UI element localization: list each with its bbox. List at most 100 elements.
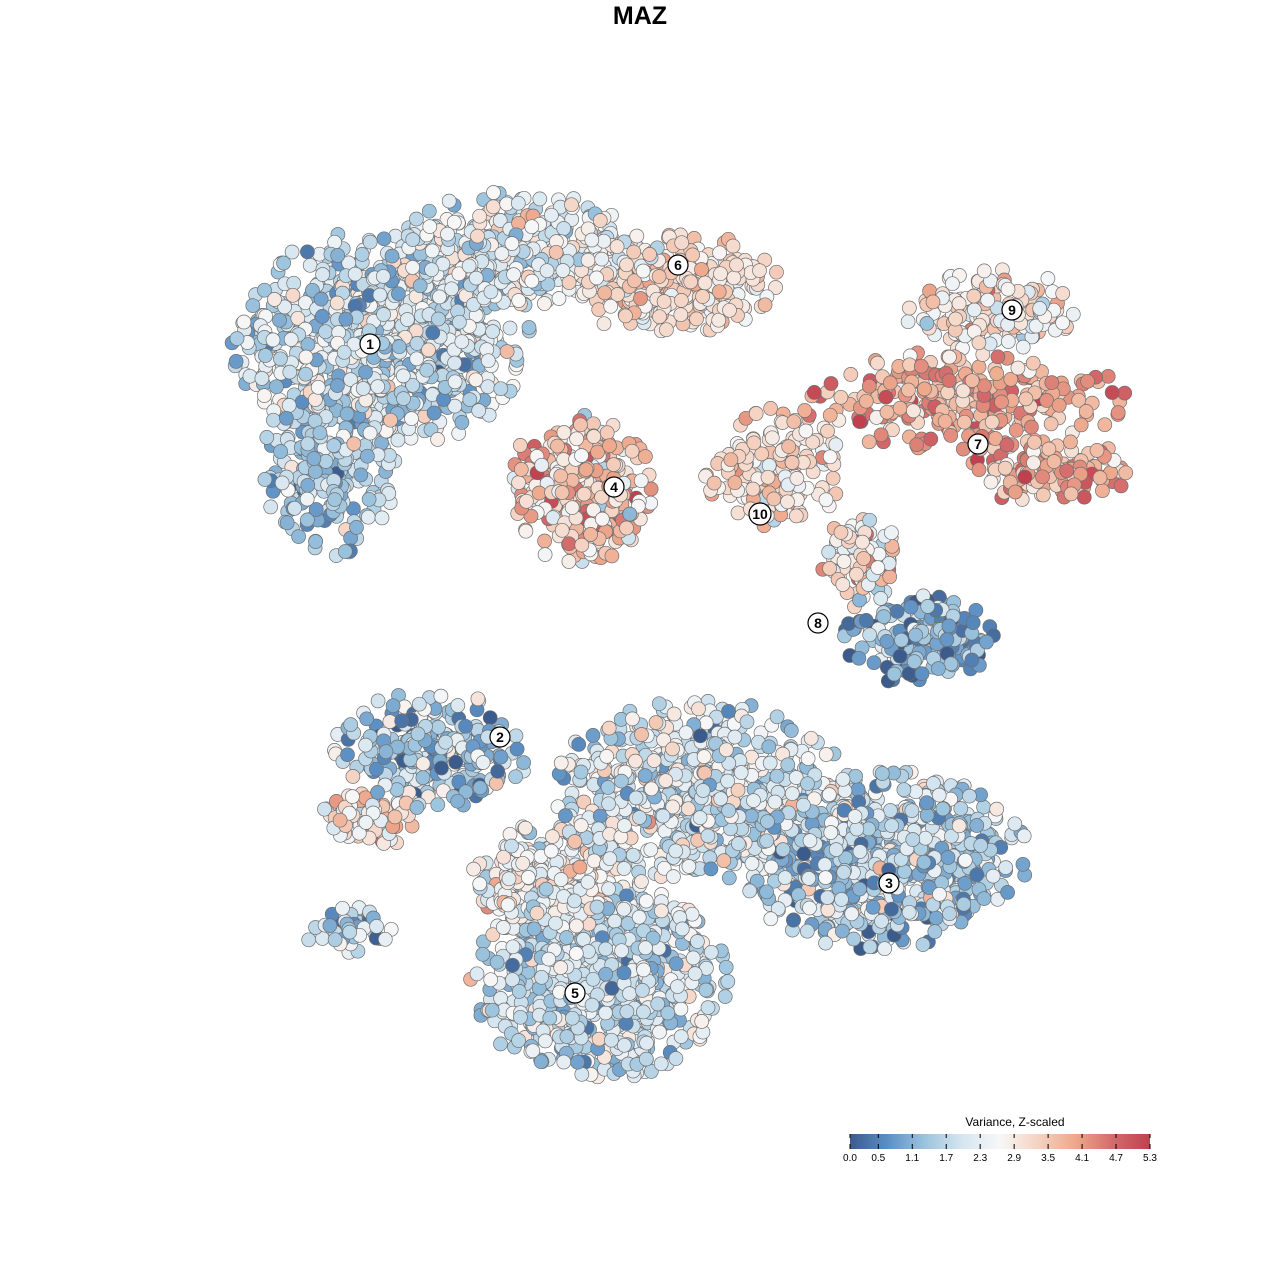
data-point bbox=[806, 385, 822, 400]
data-point bbox=[300, 244, 315, 260]
data-point bbox=[913, 358, 929, 374]
data-point bbox=[780, 494, 795, 510]
data-point bbox=[308, 534, 323, 549]
points-layer bbox=[224, 185, 1134, 1085]
data-point bbox=[651, 696, 667, 712]
data-point bbox=[976, 263, 992, 279]
data-point bbox=[513, 1009, 528, 1025]
data-point bbox=[571, 737, 587, 752]
data-point bbox=[558, 808, 573, 823]
data-point bbox=[1025, 355, 1041, 371]
data-point bbox=[551, 291, 567, 306]
data-point bbox=[1035, 487, 1051, 503]
data-point bbox=[834, 923, 850, 939]
data-point bbox=[799, 923, 815, 939]
data-point bbox=[462, 392, 478, 407]
data-point bbox=[495, 920, 511, 935]
data-point bbox=[516, 755, 531, 770]
data-point bbox=[767, 794, 783, 810]
data-point bbox=[607, 913, 623, 929]
data-point bbox=[291, 529, 306, 544]
data-point bbox=[1024, 419, 1039, 435]
data-point bbox=[508, 728, 524, 744]
data-point bbox=[521, 320, 537, 335]
data-point bbox=[1041, 441, 1057, 457]
data-point bbox=[652, 1024, 667, 1040]
data-point bbox=[730, 505, 746, 521]
data-point bbox=[1008, 422, 1024, 438]
data-point bbox=[556, 1054, 572, 1070]
data-point bbox=[1000, 885, 1015, 900]
data-point bbox=[390, 432, 406, 448]
data-point bbox=[820, 902, 836, 918]
data-point bbox=[573, 417, 588, 433]
data-point bbox=[706, 475, 722, 491]
data-point bbox=[1065, 306, 1081, 322]
data-point bbox=[684, 906, 700, 922]
data-point bbox=[624, 443, 640, 459]
data-point bbox=[748, 406, 764, 421]
data-point bbox=[964, 652, 980, 668]
data-point bbox=[843, 367, 859, 382]
data-point bbox=[818, 747, 834, 762]
data-point bbox=[673, 1001, 689, 1017]
data-point bbox=[424, 243, 440, 259]
data-point bbox=[994, 394, 1009, 410]
data-point bbox=[1055, 315, 1070, 331]
data-point bbox=[927, 924, 943, 940]
data-point bbox=[962, 788, 977, 804]
data-point bbox=[596, 316, 612, 332]
data-point bbox=[851, 650, 867, 666]
data-point bbox=[431, 719, 446, 735]
data-point bbox=[971, 462, 987, 478]
data-point bbox=[269, 379, 284, 395]
data-point bbox=[823, 376, 839, 391]
data-point bbox=[276, 255, 291, 271]
data-point bbox=[1073, 417, 1089, 433]
data-point bbox=[512, 438, 528, 453]
data-point bbox=[599, 425, 615, 441]
data-point bbox=[1007, 816, 1023, 832]
data-point bbox=[561, 554, 577, 569]
data-point bbox=[900, 314, 916, 330]
data-point bbox=[720, 974, 736, 989]
data-point bbox=[703, 944, 719, 960]
data-point bbox=[493, 1036, 508, 1052]
data-point bbox=[915, 937, 931, 952]
data-point bbox=[482, 710, 498, 726]
data-point bbox=[458, 718, 473, 734]
data-point bbox=[537, 296, 552, 311]
data-point bbox=[531, 485, 547, 501]
data-point bbox=[969, 818, 985, 833]
data-point bbox=[634, 874, 649, 889]
data-point bbox=[822, 407, 838, 423]
data-point bbox=[903, 599, 919, 615]
data-point bbox=[763, 401, 778, 416]
data-point bbox=[850, 782, 866, 797]
data-point bbox=[990, 349, 1006, 365]
data-point bbox=[447, 355, 462, 371]
data-point bbox=[592, 213, 608, 228]
data-point bbox=[415, 770, 431, 786]
data-point bbox=[450, 698, 466, 713]
data-point bbox=[712, 245, 727, 261]
data-point bbox=[966, 302, 982, 318]
data-point bbox=[345, 769, 361, 784]
data-point bbox=[585, 728, 601, 743]
data-point bbox=[370, 693, 386, 709]
data-point bbox=[629, 228, 645, 244]
data-point bbox=[433, 688, 449, 704]
data-point bbox=[508, 769, 523, 785]
data-point bbox=[475, 946, 491, 962]
data-point bbox=[650, 996, 666, 1012]
data-point bbox=[818, 935, 833, 951]
data-point bbox=[727, 475, 743, 491]
data-point bbox=[836, 554, 852, 569]
data-point bbox=[862, 939, 878, 955]
data-point bbox=[485, 199, 501, 215]
data-point bbox=[822, 449, 838, 465]
data-point bbox=[625, 847, 641, 863]
data-point bbox=[409, 351, 425, 367]
data-point bbox=[502, 320, 518, 336]
